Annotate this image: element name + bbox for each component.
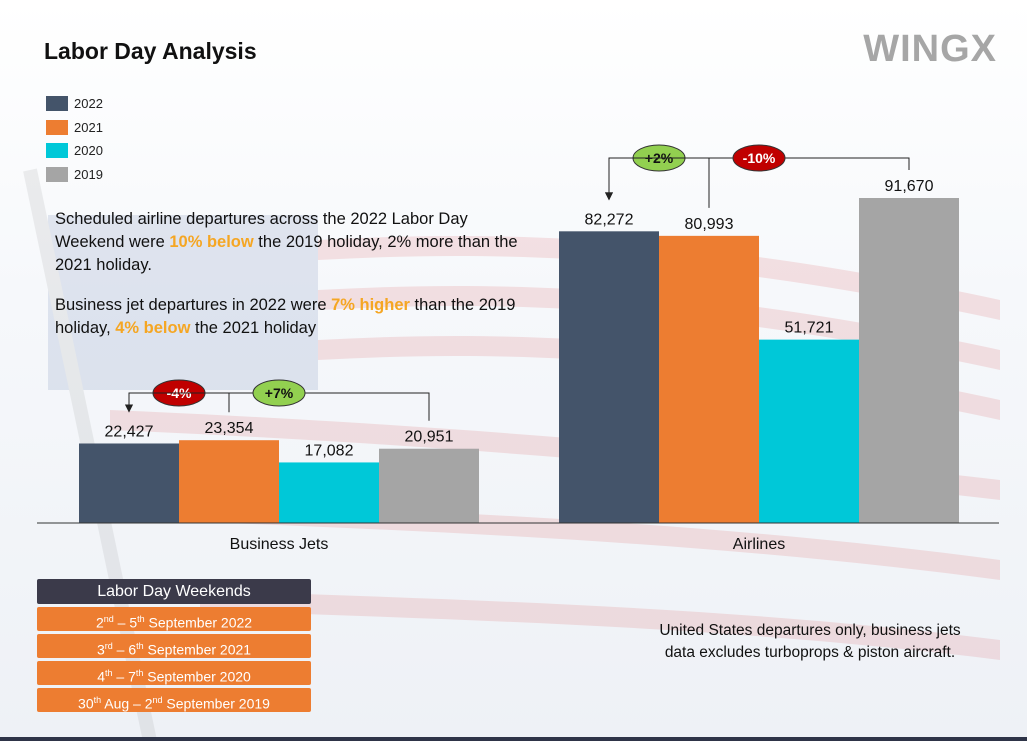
weekend-month: September 2021 (143, 641, 252, 658)
highlight-text: 4% below (115, 319, 191, 337)
bar-2019 (379, 448, 479, 523)
summary-text: Scheduled airline departures across the … (55, 208, 535, 357)
weekend-date-sup: nd (152, 695, 163, 705)
weekend-date: 4 (97, 668, 105, 685)
bar-2022 (559, 231, 659, 523)
change-badge (252, 379, 306, 407)
legend-label: 2022 (74, 96, 103, 112)
weekend-row-2019: 30th Aug – 2nd September 2019 (37, 688, 311, 712)
change-badge (732, 144, 786, 172)
data-label: 23,354 (205, 420, 254, 437)
weekend-month: September 2022 (144, 614, 253, 631)
category-label: Business Jets (230, 536, 329, 553)
data-label: 80,993 (685, 216, 734, 233)
brand-logo: WINGX (863, 28, 997, 70)
weekend-date-sup: th (135, 668, 144, 678)
weekend-date-sup: th (136, 641, 144, 651)
bar-2020 (279, 462, 379, 523)
bar-2021 (659, 235, 759, 523)
weekend-row-2021: 3rd – 6th September 2021 (37, 634, 311, 658)
weekend-date-sup: th (93, 695, 102, 705)
summary-text-part: the 2021 holiday (190, 319, 317, 337)
weekend-date-sup: nd (103, 614, 114, 624)
labor-day-weekends-table: Labor Day Weekends 2nd – 5th September 2… (37, 579, 311, 715)
bar-2020 (759, 339, 859, 523)
bar-2022 (79, 443, 179, 523)
data-label: 51,721 (785, 320, 834, 337)
weekend-date-sup: th (105, 668, 113, 678)
weekend-date: 2 (95, 614, 104, 631)
legend-label: 2021 (74, 119, 103, 135)
chart-legend: 2022 2021 2020 2019 (46, 92, 103, 186)
legend-label: 2019 (74, 166, 103, 182)
weekend-date: – 7 (112, 668, 136, 685)
legend-item-2022: 2022 (46, 92, 103, 116)
weekend-date: 3 (96, 641, 105, 658)
change-badge-label: -10% (743, 150, 776, 166)
summary-airlines: Scheduled airline departures across the … (55, 208, 535, 277)
bottom-bar (0, 737, 1027, 741)
category-label: Airlines (733, 536, 785, 553)
arrow-head (605, 192, 613, 201)
footnote: United States departures only, business … (600, 620, 1020, 664)
summary-text-part: Scheduled airline departures across the … (55, 210, 468, 251)
legend-swatch (46, 96, 68, 112)
summary-text-part: Business jet departures in 2022 were (55, 296, 332, 314)
data-label: 20,951 (405, 429, 454, 446)
summary-text-part: than the 2019 holiday, (55, 296, 516, 337)
page-title: Labor Day Analysis (44, 38, 257, 64)
legend-swatch (46, 166, 68, 182)
data-label: 17,082 (305, 442, 354, 459)
weekend-month: September 2020 (143, 668, 251, 685)
weekend-date: Aug – 2 (101, 695, 153, 712)
legend-item-2019: 2019 (46, 163, 103, 187)
data-label: 91,670 (885, 178, 934, 195)
weekend-row-2020: 4th – 7th September 2020 (37, 661, 311, 685)
bar-2021 (179, 440, 279, 523)
highlight-text: 7% higher (331, 296, 410, 314)
change-badge-label: +7% (265, 385, 294, 401)
legend-swatch (46, 143, 68, 159)
bar-2019 (859, 198, 959, 523)
data-label: 82,272 (585, 211, 634, 228)
legend-item-2021: 2021 (46, 116, 103, 140)
weekend-date: 30 (78, 695, 94, 712)
weekend-row-2022: 2nd – 5th September 2022 (37, 607, 311, 631)
data-label: 22,427 (105, 423, 154, 440)
weekend-date: – 5 (113, 614, 138, 631)
weekends-title: Labor Day Weekends (37, 579, 311, 604)
weekend-date: – 6 (112, 641, 137, 658)
summary-business-jets: Business jet departures in 2022 were 7% … (55, 294, 535, 340)
weekend-date-sup: rd (104, 641, 113, 651)
legend-label: 2020 (74, 143, 103, 159)
weekend-date-sup: th (137, 614, 145, 624)
footnote-line: data excludes turboprops & piston aircra… (664, 644, 956, 661)
summary-text-part: the 2019 holiday, 2% more than the 2021 … (55, 233, 518, 274)
weekend-month: September 2019 (162, 695, 270, 712)
arrow-head (125, 404, 133, 413)
footnote-line: United States departures only, business … (659, 622, 961, 639)
highlight-text: 10% below (169, 233, 254, 251)
legend-swatch (46, 119, 68, 135)
legend-item-2020: 2020 (46, 139, 103, 163)
